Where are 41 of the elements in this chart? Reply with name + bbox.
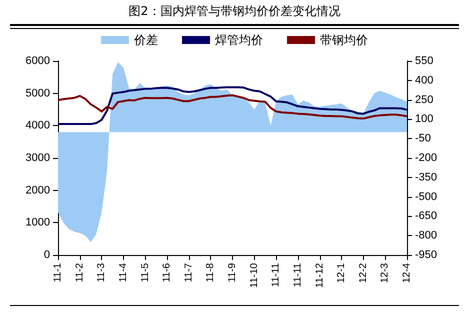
x-tick-label: 11-8 xyxy=(205,262,216,282)
x-tick-label: 11-1 xyxy=(52,262,64,282)
y-tick-label: 4000 xyxy=(26,120,50,132)
y-tick-label: 2000 xyxy=(26,184,50,196)
y-tick-label: 0 xyxy=(44,249,50,261)
line-series xyxy=(57,94,408,120)
x-tick-label: 12-1 xyxy=(336,262,348,284)
legend-label: 焊管均价 xyxy=(215,33,263,47)
y2-tick-label: 250 xyxy=(415,94,434,106)
y2-tick-label: -200 xyxy=(415,152,438,164)
y-tick-label: 6000 xyxy=(26,55,50,67)
x-tick-label: 12-2 xyxy=(358,262,369,284)
x-tick-label: 11-11 xyxy=(270,262,282,288)
x-tick-label: 11-10 xyxy=(248,262,260,288)
x-tick-label: 11-5 xyxy=(140,262,151,282)
chart-title: 图2：国内焊管与带钢均价价差变化情况 xyxy=(128,3,342,20)
x-tick-label: 12-4 xyxy=(402,262,412,284)
y-tick-label: 3000 xyxy=(26,152,50,164)
y2-tick-label: -650 xyxy=(415,210,438,222)
x-tick-label: 11-12 xyxy=(314,262,326,288)
legend-label: 带钢均价 xyxy=(320,33,368,47)
x-tick-label: 11-7 xyxy=(183,262,194,282)
x-tick-label: 11-9 xyxy=(227,262,238,282)
y-tick-label: 5000 xyxy=(26,87,50,100)
y2-tick-label: -950 xyxy=(415,249,438,261)
x-tick-label: 12-3 xyxy=(380,262,391,284)
y2-tick-label: -500 xyxy=(415,190,438,203)
x-tick-label: 11-6 xyxy=(162,262,173,282)
line-series xyxy=(57,86,408,126)
y-tick-label: 1000 xyxy=(26,216,50,229)
y2-tick-label: 100 xyxy=(415,113,434,126)
x-tick-label: 11-2 xyxy=(74,262,86,282)
x-tick-label: 11-11 xyxy=(292,262,304,288)
x-tick-label: 11-3 xyxy=(96,262,108,282)
y2-tick-label: 550 xyxy=(415,55,434,67)
y2-tick-label: 400 xyxy=(415,74,434,86)
y2-tick-label: -800 xyxy=(415,230,438,242)
y2-tick-label: -50 xyxy=(415,132,431,145)
legend-label: 价差 xyxy=(133,33,158,47)
x-tick-label: 11-4 xyxy=(118,262,129,282)
y2-tick-label: -350 xyxy=(415,171,438,184)
